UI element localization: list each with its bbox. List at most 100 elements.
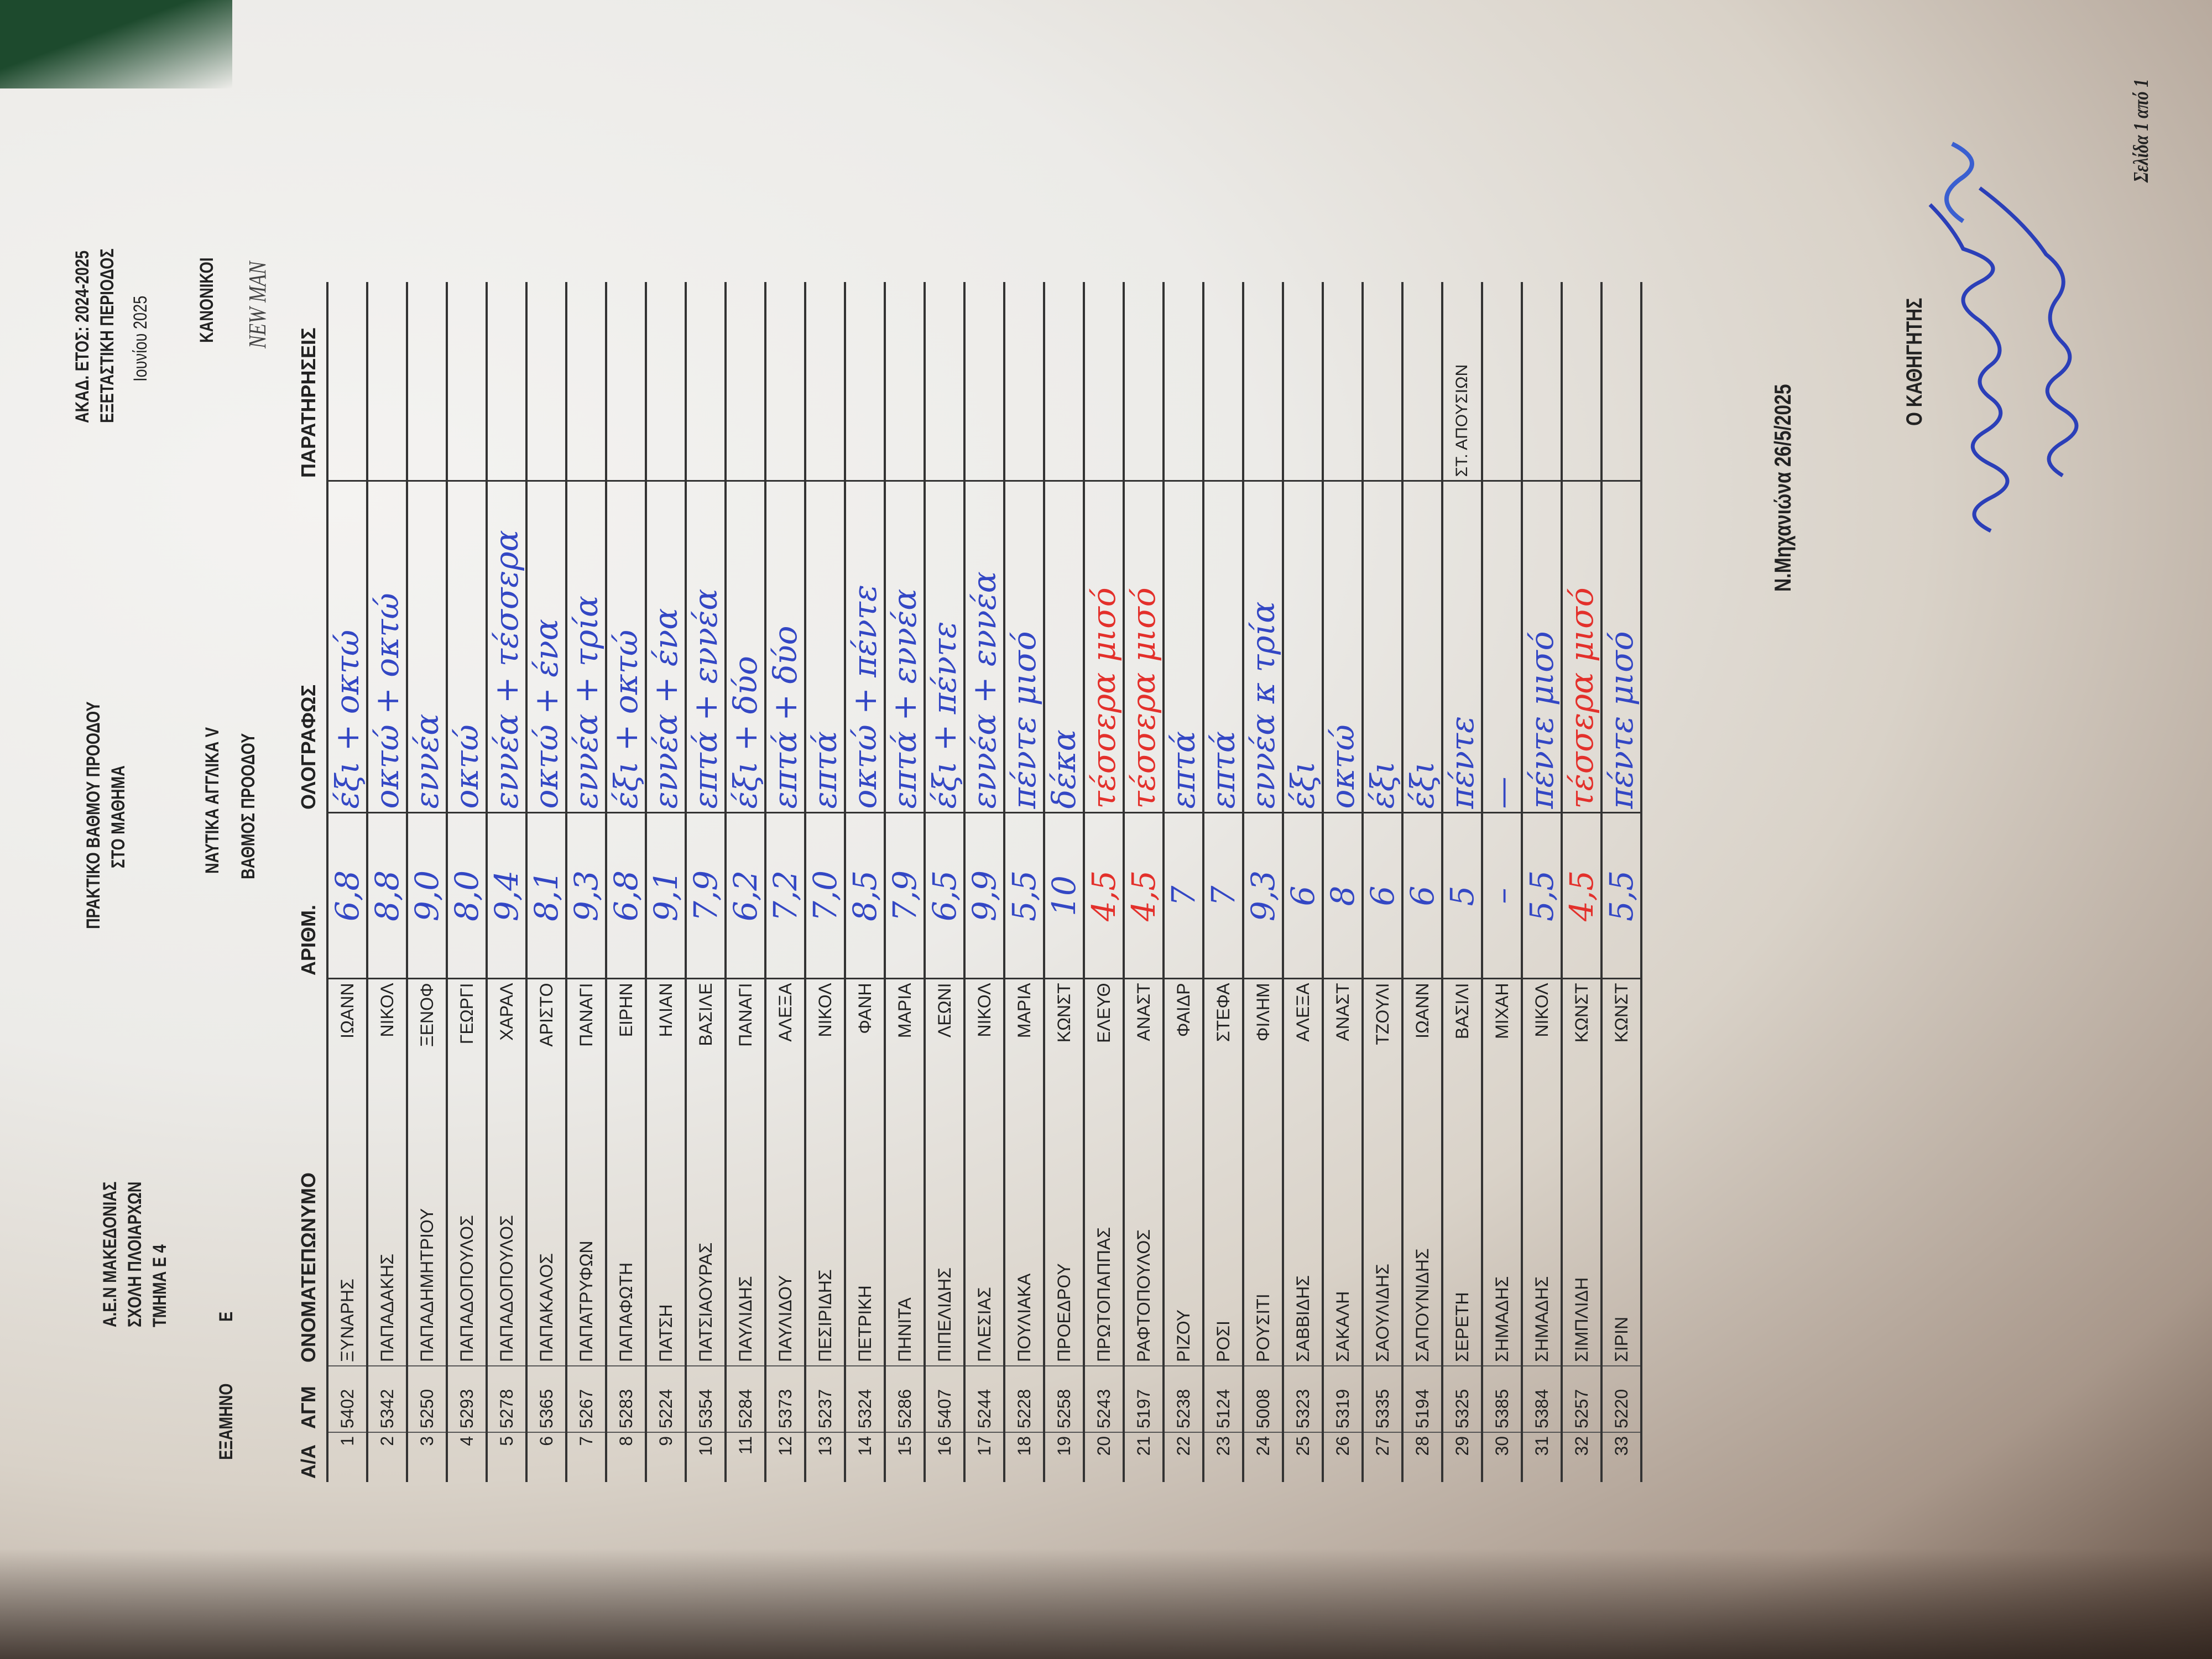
grade-in-words: δέκα [1044, 481, 1084, 813]
remarks [1203, 282, 1243, 481]
grade-number: 8,5 [845, 813, 885, 979]
remarks [1283, 282, 1323, 481]
remarks [606, 282, 646, 481]
student-surname: ΠΑΤΣΗ [646, 1123, 686, 1366]
col-header-agm: ΑΓΜ [290, 1366, 327, 1432]
remarks [1004, 282, 1044, 481]
remarks [726, 282, 765, 481]
grade-in-words: πέντε μισό [1004, 481, 1044, 813]
grade-number: 9,9 [964, 813, 1004, 979]
student-surname: ΣΑΠΟΥΝΙΔΗΣ [1402, 1123, 1442, 1366]
table-row: 30 5385 ΣΗΜΑΔΗΣ ΜΙΧΑΗ – — [1482, 282, 1522, 1482]
student-firstname: ΠΑΝΑΓΙ [566, 979, 606, 1123]
grade-in-words: εννέα + τέσσερα [487, 481, 526, 813]
document-subtitle: ΣΤΟ ΜΑΘΗΜΑ [108, 765, 129, 868]
remarks [1482, 282, 1522, 481]
student-id: 5407 [925, 1366, 964, 1432]
row-number: 1 [327, 1432, 367, 1482]
student-id: 5224 [646, 1366, 686, 1432]
row-number: 20 [1084, 1432, 1124, 1482]
grade-number: 7,0 [805, 813, 845, 979]
semester-label: ΕΞΑΜΗΝΟ [216, 1383, 237, 1460]
col-header-fullname: ΟΝΟΜΑΤΕΠΩΝΥΜΟ [290, 1123, 327, 1366]
remarks [1562, 282, 1601, 481]
student-surname: ΣΙΡΙΝ [1601, 1123, 1641, 1366]
grade-in-words: εννέα [407, 481, 447, 813]
row-number: 31 [1522, 1432, 1562, 1482]
student-id: 5228 [1004, 1366, 1044, 1432]
student-surname: ΠΑΥΛΙΔΗΣ [726, 1123, 765, 1366]
student-id: 5283 [606, 1366, 646, 1432]
table-row: 5 5278 ΠΑΠΑΔΟΠΟΥΛΟΣ ΧΑΡΑΛ 9,4 εννέα + τέσσερα [487, 282, 526, 1482]
grade-in-words: επτά [1164, 481, 1203, 813]
remarks [487, 282, 526, 481]
table-row: 19 5258 ΠΡΟΕΔΡΟΥ ΚΩΝΣΤ 10 δέκα [1044, 282, 1084, 1482]
row-number: 26 [1323, 1432, 1363, 1482]
page-number: Σελίδα 1 από 1 [2130, 79, 2153, 182]
student-firstname: ΜΑΡΙΑ [885, 979, 925, 1123]
row-number: 6 [526, 1432, 566, 1482]
grade-in-words: επτά + εννέα [686, 481, 726, 813]
grade-number: 6,2 [726, 813, 765, 979]
table-row: 31 5384 ΣΗΜΑΔΗΣ ΝΙΚΟΛ 5,5 πέντε μισό [1522, 282, 1562, 1482]
student-firstname: ΒΑΣΙΛΕ [686, 979, 726, 1123]
student-surname: ΣΕΡΕΤΗ [1442, 1123, 1482, 1366]
grade-in-words: τέσσερα μισό [1562, 481, 1601, 813]
student-surname: ΣΑΚΑΛΗ [1323, 1123, 1363, 1366]
grade-in-words: έξι + δύο [726, 481, 765, 813]
table-row: 33 5220 ΣΙΡΙΝ ΚΩΝΣΤ 5,5 πέντε μισό [1601, 282, 1641, 1482]
student-surname: ΣΑΟΥΛΙΔΗΣ [1363, 1123, 1402, 1366]
student-id: 5124 [1203, 1366, 1243, 1432]
student-surname: ΠΛΕΣΙΑΣ [964, 1123, 1004, 1366]
grade-number: 7 [1203, 813, 1243, 979]
exam-month: Ιουνίου 2025 [130, 295, 151, 382]
grade-number: 10 [1044, 813, 1084, 979]
grade-number: 6 [1363, 813, 1402, 979]
student-firstname: ΑΝΑΣΤ [1323, 979, 1363, 1123]
row-number: 15 [885, 1432, 925, 1482]
remarks [1164, 282, 1203, 481]
student-firstname: ΚΩΝΣΤ [1601, 979, 1641, 1123]
remarks [765, 282, 805, 481]
grade-in-words: έξι [1283, 481, 1323, 813]
student-firstname: ΧΑΡΑΛ [487, 979, 526, 1123]
student-firstname: ΛΕΩΝΙ [925, 979, 964, 1123]
remarks [526, 282, 566, 481]
course-name: ΝΑΥΤΙΚΑ ΑΓΓΛΙΚΑ V [202, 727, 223, 874]
student-id: 5243 [1084, 1366, 1124, 1432]
grade-in-words: έξι + πέντε [925, 481, 964, 813]
grade-number: 6 [1283, 813, 1323, 979]
remarks [1084, 282, 1124, 481]
row-number: 27 [1363, 1432, 1402, 1482]
student-id: 5385 [1482, 1366, 1522, 1432]
student-id: 5286 [885, 1366, 925, 1432]
student-surname: ΡΙΖΟΥ [1164, 1123, 1203, 1366]
student-id: 5293 [447, 1366, 487, 1432]
student-surname: ΡΟΣΙ [1203, 1123, 1243, 1366]
remarks [367, 282, 407, 481]
col-header-firstname [290, 979, 327, 1123]
row-number: 13 [805, 1432, 845, 1482]
grade-number: 9,3 [1243, 813, 1283, 979]
table-row: 2 5342 ΠΑΠΑΔΑΚΗΣ ΝΙΚΟΛ 8,8 οκτώ + οκτώ [367, 282, 407, 1482]
student-firstname: ΝΙΚΟΛ [805, 979, 845, 1123]
student-surname: ΠΑΠΑΔΗΜΗΤΡΙΟΥ [407, 1123, 447, 1366]
remarks [964, 282, 1004, 481]
table-row: 21 5197 ΡΑΦΤΟΠΟΥΛΟΣ ΑΝΑΣΤ 4,5 τέσσερα μισό [1124, 282, 1164, 1482]
student-firstname: ΦΙΛΗΜ [1243, 979, 1283, 1123]
student-firstname: ΜΑΡΙΑ [1004, 979, 1044, 1123]
student-surname: ΠΗΝΙΤΑ [885, 1123, 925, 1366]
grade-in-words: πέντε μισό [1522, 481, 1562, 813]
table-row: 3 5250 ΠΑΠΑΔΗΜΗΤΡΙΟΥ ΞΕΝΟΦ 9,0 εννέα [407, 282, 447, 1482]
row-number: 28 [1402, 1432, 1442, 1482]
student-id: 5324 [845, 1366, 885, 1432]
student-surname: ΠΑΠΑΔΟΠΟΥΛΟΣ [447, 1123, 487, 1366]
student-surname: ΞΥΝΑΡΗΣ [327, 1123, 367, 1366]
table-row: 29 5325 ΣΕΡΕΤΗ ΒΑΣΙΛΙ 5 πέντε ΣΤ. ΑΠΟΥΣΙΩΝ [1442, 282, 1482, 1482]
grade-in-words: οκτώ + πέντε [845, 481, 885, 813]
remarks [805, 282, 845, 481]
student-surname: ΠΑΥΛΙΔΟΥ [765, 1123, 805, 1366]
grade-in-words: πέντε μισό [1601, 481, 1641, 813]
grade-in-words: εννέα + εννέα [964, 481, 1004, 813]
